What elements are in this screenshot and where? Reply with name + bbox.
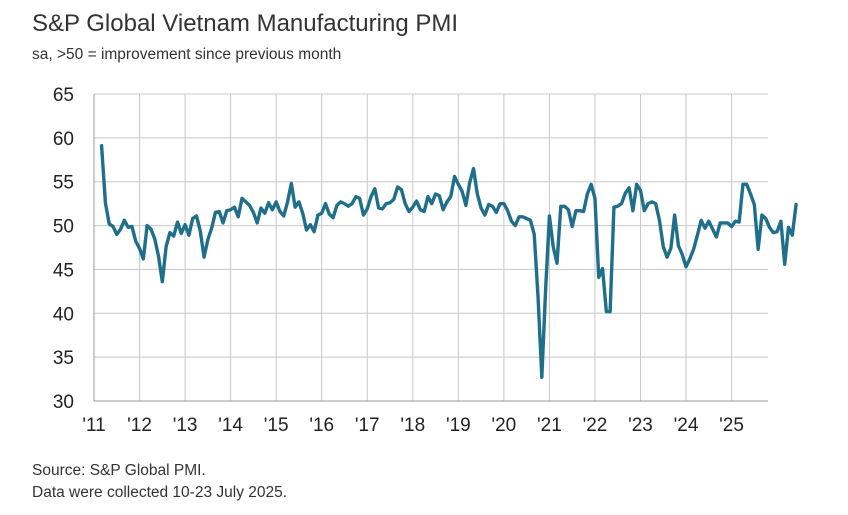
x-tick-label: '16 bbox=[309, 415, 334, 436]
y-tick-label: 45 bbox=[53, 260, 74, 281]
y-tick-label: 55 bbox=[53, 173, 74, 194]
x-tick-label: '25 bbox=[719, 415, 744, 436]
gridlines bbox=[93, 93, 768, 402]
x-tick-label: '13 bbox=[173, 415, 198, 436]
y-tick-label: 60 bbox=[53, 129, 74, 150]
series-layer bbox=[99, 144, 798, 380]
y-tick-label: 40 bbox=[53, 304, 74, 325]
x-tick-label: '21 bbox=[537, 415, 562, 436]
y-tick-label: 50 bbox=[53, 217, 74, 238]
x-tick-label: '15 bbox=[264, 415, 289, 436]
chart-title: S&P Global Vietnam Manufacturing PMI bbox=[32, 10, 458, 37]
y-tick-label: 30 bbox=[53, 392, 74, 413]
x-tick-label: '11 bbox=[82, 415, 105, 436]
x-tick-label: '14 bbox=[218, 415, 243, 436]
chart-subtitle: sa, >50 = improvement since previous mon… bbox=[32, 46, 342, 63]
x-tick-label: '23 bbox=[628, 415, 653, 436]
axes: 30 35 40 45 50 55 60 65 '11 '12 '13 '14 '15 '16 '17 '18… bbox=[53, 85, 768, 436]
source-note: Source: S&P Global PMI. bbox=[32, 462, 206, 479]
x-tick-label: '17 bbox=[355, 415, 380, 436]
y-tick-label: 65 bbox=[53, 85, 74, 106]
pmi-series-line bbox=[99, 144, 798, 380]
x-tick-label: '19 bbox=[446, 415, 471, 436]
y-tick-label: 35 bbox=[53, 348, 74, 369]
x-tick-label: '18 bbox=[400, 415, 425, 436]
chart-footer: Source: S&P Global PMI. Data were collec… bbox=[32, 460, 287, 504]
x-tick-label: '20 bbox=[491, 415, 516, 436]
collection-note: Data were collected 10-23 July 2025. bbox=[32, 484, 288, 501]
x-tick-label: '24 bbox=[674, 415, 699, 436]
x-tick-label: '12 bbox=[127, 415, 152, 436]
x-tick-label: '22 bbox=[583, 415, 608, 436]
